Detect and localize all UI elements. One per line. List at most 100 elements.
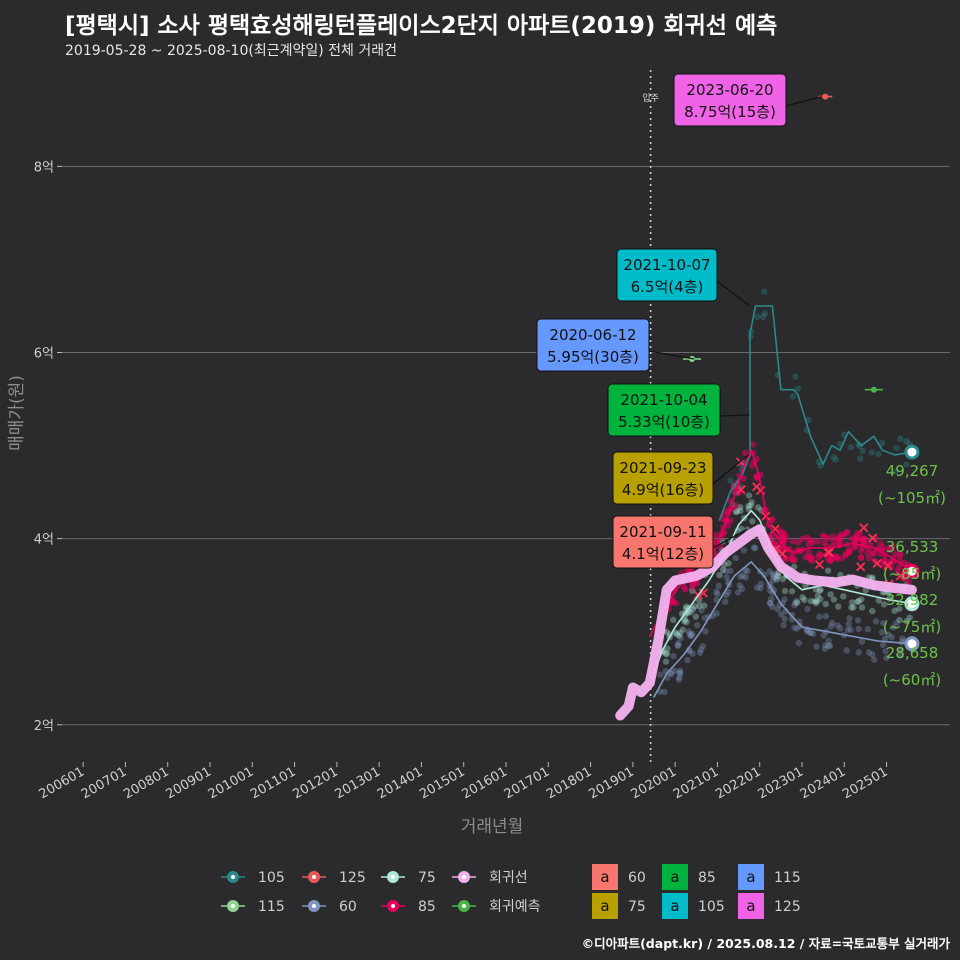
transaction-point	[875, 597, 883, 604]
transaction-point	[675, 640, 682, 647]
transaction-point	[773, 573, 780, 581]
transaction-point	[845, 620, 852, 628]
transaction-point	[905, 578, 913, 586]
forecast-cross	[868, 533, 878, 543]
transaction-point	[814, 538, 822, 545]
legend-box-glyph: a	[600, 868, 609, 886]
transaction-point	[836, 625, 844, 632]
transaction-point	[794, 599, 801, 606]
transaction-point	[896, 616, 903, 624]
x-tick-label: 200601	[37, 764, 87, 802]
annotation-pointer	[712, 454, 749, 485]
series-line-105	[718, 305, 913, 521]
forecast-cross	[872, 558, 882, 568]
transaction-point	[663, 628, 670, 636]
move-in-label: 입주	[642, 92, 659, 104]
transaction-point	[771, 571, 778, 578]
transaction-point	[899, 635, 906, 642]
transaction-point	[757, 580, 765, 588]
endpoint-value: 32,982	[886, 591, 939, 609]
transaction-point	[761, 571, 768, 579]
transaction-point	[697, 646, 705, 654]
transaction-point	[715, 582, 722, 590]
transaction-point	[881, 557, 888, 564]
transaction-point	[696, 602, 703, 610]
transaction-point	[734, 589, 742, 596]
endpoint-area: (~75㎡)	[883, 618, 941, 636]
forecast-cross	[856, 562, 866, 572]
transaction-point	[745, 492, 753, 499]
transaction-point	[846, 549, 853, 556]
transaction-point	[769, 603, 776, 610]
x-tick-label: 200801	[121, 764, 171, 802]
transaction-point	[865, 649, 873, 656]
x-tick-label: 201401	[375, 764, 425, 802]
transaction-point	[827, 591, 834, 598]
legend-box-glyph: a	[746, 868, 755, 886]
annotation-price: 5.33억(10층)	[618, 413, 710, 431]
x-tick-label: 202401	[798, 764, 848, 802]
transaction-point	[848, 604, 855, 611]
transaction-point	[835, 603, 842, 610]
chart-subtitle: 2019-05-28 ~ 2025-08-10(최근계약일) 전체 거래건	[65, 43, 397, 59]
transaction-point	[750, 544, 758, 551]
chart-title: [평택시] 소사 평택효성해링턴플레이스2단지 아파트(2019) 회귀선 예측	[65, 13, 778, 39]
legend-box-label: 75	[628, 899, 646, 915]
transaction-point	[693, 621, 701, 629]
legend-dot-center	[312, 875, 316, 879]
transaction-point	[789, 393, 796, 400]
transaction-point	[691, 603, 699, 610]
annotation-box	[536, 318, 650, 372]
forecast-cross	[859, 523, 869, 533]
transaction-point	[851, 536, 859, 543]
transaction-point	[897, 550, 904, 558]
transaction-point	[879, 543, 886, 551]
transaction-point	[808, 629, 815, 636]
transaction-point	[892, 468, 900, 475]
transaction-point	[696, 649, 704, 657]
legend-label: 75	[418, 870, 436, 886]
transaction-point	[748, 498, 755, 506]
transaction-point	[813, 643, 820, 650]
annotation-price: 4.9억(16층)	[622, 481, 704, 499]
transaction-point	[687, 632, 694, 640]
transaction-point	[829, 619, 836, 627]
legend-box	[592, 864, 618, 890]
transaction-point	[858, 638, 866, 645]
x-tick-label: 201201	[290, 764, 340, 802]
transaction-point	[857, 455, 864, 462]
transaction-point	[893, 620, 900, 627]
annotation-pointer	[716, 280, 751, 307]
legend-box-glyph: a	[746, 897, 755, 915]
endpoint-area: (~105㎡)	[878, 489, 946, 507]
transaction-point	[807, 597, 815, 605]
forecast-cross	[698, 588, 708, 598]
transaction-point	[742, 574, 749, 581]
legend-box-label: 60	[628, 870, 646, 886]
transaction-point	[903, 461, 910, 468]
endpoint-marker	[904, 596, 920, 612]
transaction-point	[893, 444, 900, 452]
endpoint-marker	[904, 636, 920, 652]
x-tick-label: 201501	[417, 764, 467, 802]
annotation-box	[616, 248, 718, 302]
legend-dot-center	[462, 904, 466, 908]
annotation-pointer	[648, 350, 695, 360]
legend-box-glyph: a	[600, 897, 609, 915]
transaction-point	[847, 444, 855, 451]
annotation-pointer	[785, 95, 823, 107]
endpoint-area: (~60㎡)	[883, 671, 941, 689]
x-tick-label: 201601	[460, 764, 510, 802]
transaction-point	[778, 611, 785, 618]
endpoint-value: 49,267	[886, 462, 939, 480]
transaction-point	[825, 637, 832, 645]
transaction-point	[844, 626, 852, 633]
forecast-cross	[883, 561, 893, 571]
transaction-point	[685, 646, 693, 654]
legend-box-label: 115	[774, 870, 801, 886]
x-tick-label: 201301	[333, 764, 383, 802]
transaction-point	[766, 599, 774, 607]
transaction-point	[891, 607, 898, 614]
x-tick-label: 200901	[164, 764, 214, 802]
transaction-point	[890, 624, 897, 631]
